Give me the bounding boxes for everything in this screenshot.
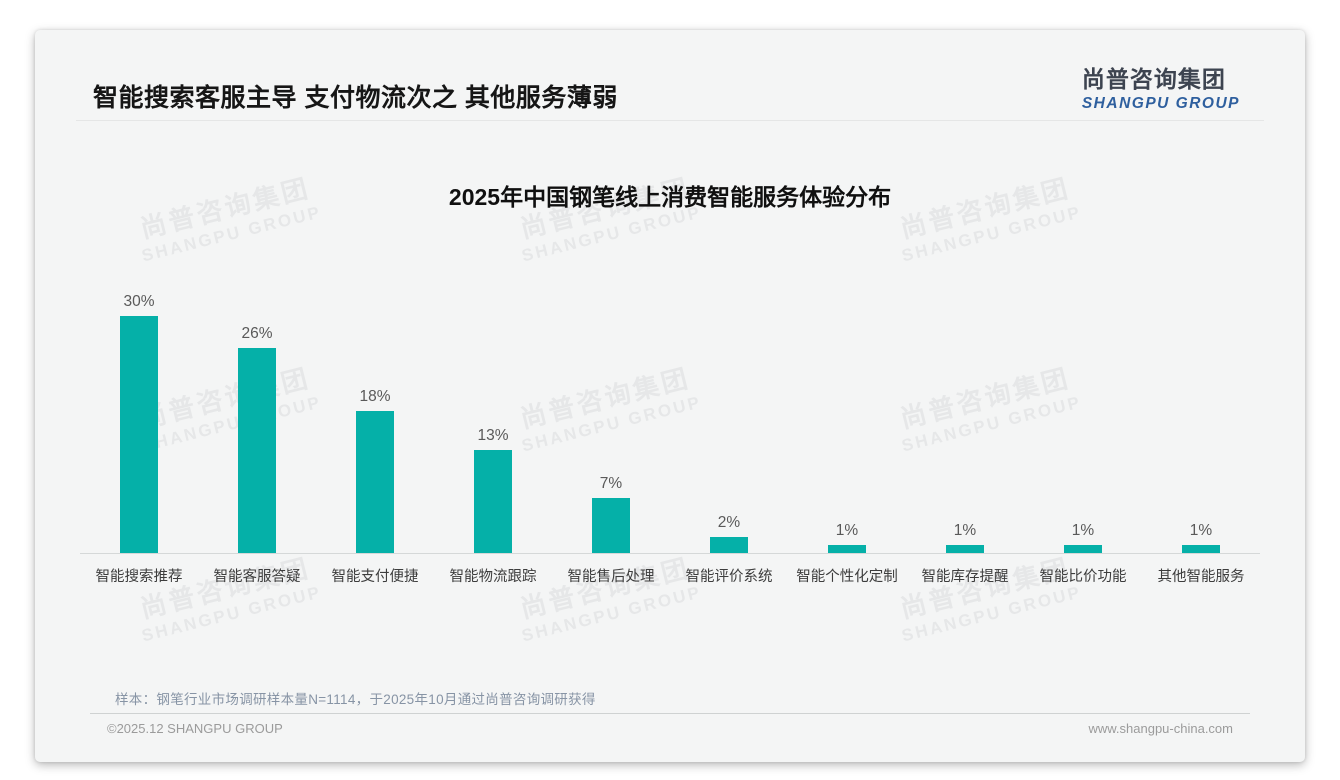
bar-value-label: 1% bbox=[1071, 522, 1095, 540]
company-logo: 尚普咨询集团 SHANGPU GROUP bbox=[1082, 60, 1240, 113]
bar-area: 26% bbox=[238, 283, 276, 553]
category-label: 智能库存提醒 bbox=[921, 569, 1009, 585]
bar bbox=[238, 347, 276, 553]
bar-area: 7% bbox=[592, 283, 630, 553]
bar bbox=[120, 316, 158, 553]
website-url: www.shangpu-china.com bbox=[1088, 721, 1233, 736]
bar-value-label: 1% bbox=[835, 522, 859, 540]
chart-title: 2025年中国钢笔线上消费智能服务体验分布 bbox=[448, 184, 892, 210]
bar-value-label: 18% bbox=[359, 387, 391, 405]
bar bbox=[592, 497, 630, 553]
bar-value-label: 26% bbox=[241, 324, 273, 342]
category-label: 其他智能服务 bbox=[1157, 569, 1245, 585]
bar-column: 1% 其他智能服务 bbox=[1142, 283, 1260, 586]
sample-note: 样本：钢笔行业市场调研样本量N=1114，于2025年10月通过尚普咨询调研获得 bbox=[115, 692, 596, 707]
category-label: 智能个性化定制 bbox=[796, 569, 898, 585]
bar-value-label: 7% bbox=[599, 474, 623, 492]
bar-value-label: 2% bbox=[717, 514, 741, 532]
bar-column: 7% 智能售后处理 bbox=[552, 283, 670, 586]
copyright-text: ©2025.12 SHANGPU GROUP bbox=[107, 721, 283, 736]
page-title: 智能搜索客服主导 支付物流次之 其他服务薄弱 bbox=[93, 84, 618, 112]
bar bbox=[710, 537, 748, 553]
bar-value-label: 1% bbox=[1189, 522, 1213, 540]
bar-value-label: 13% bbox=[477, 427, 509, 445]
logo-text-cn: 尚普咨询集团 bbox=[1081, 66, 1226, 92]
logo-text-en: SHANGPU GROUP bbox=[1081, 95, 1240, 112]
bar-value-label: 1% bbox=[953, 522, 977, 540]
bar bbox=[946, 545, 984, 553]
bar-area: 1% bbox=[1064, 283, 1102, 553]
category-label: 智能比价功能 bbox=[1039, 569, 1127, 585]
bar-column: 18% 智能支付便捷 bbox=[316, 283, 434, 586]
bar-column: 26% 智能客服答疑 bbox=[198, 283, 316, 586]
bar-area: 13% bbox=[474, 283, 512, 553]
footer: ©2025.12 SHANGPU GROUP www.shangpu-china… bbox=[90, 713, 1250, 736]
bar-area: 2% bbox=[710, 283, 748, 553]
category-label: 智能支付便捷 bbox=[331, 569, 419, 585]
bar-column: 1% 智能个性化定制 bbox=[788, 283, 906, 586]
bar-area: 1% bbox=[828, 283, 866, 553]
slide-card: 尚普咨询集团 SHANGPU GROUP 尚普咨询集团 SHANGPU GROUP 尚普… bbox=[35, 30, 1305, 762]
bar bbox=[474, 450, 512, 553]
header-divider bbox=[76, 120, 1264, 121]
bar-chart: 30% 智能搜索推荐 26% 智能客服答疑 18% 智能支付便捷 13% 智能物流跟踪 7% 智能… bbox=[80, 283, 1260, 586]
category-label: 智能物流跟踪 bbox=[449, 569, 537, 585]
bar-area: 18% bbox=[356, 283, 394, 553]
bar-value-label: 30% bbox=[123, 293, 155, 310]
bar bbox=[356, 410, 394, 553]
bar-area: 30% bbox=[120, 283, 158, 553]
category-label: 智能客服答疑 bbox=[213, 569, 301, 585]
bar-column: 2% 智能评价系统 bbox=[670, 283, 788, 586]
bar bbox=[1182, 545, 1220, 553]
bar-column: 13% 智能物流跟踪 bbox=[434, 283, 552, 586]
bar-area: 1% bbox=[1182, 283, 1220, 553]
bar bbox=[828, 545, 866, 553]
category-label: 智能搜索推荐 bbox=[95, 569, 183, 585]
bar-column: 30% 智能搜索推荐 bbox=[80, 283, 198, 586]
bar-column: 1% 智能比价功能 bbox=[1024, 283, 1142, 586]
bar bbox=[1064, 545, 1102, 553]
bar-area: 1% bbox=[946, 283, 984, 553]
bar-column: 1% 智能库存提醒 bbox=[906, 283, 1024, 586]
category-label: 智能售后处理 bbox=[567, 569, 655, 585]
category-label: 智能评价系统 bbox=[685, 569, 773, 585]
